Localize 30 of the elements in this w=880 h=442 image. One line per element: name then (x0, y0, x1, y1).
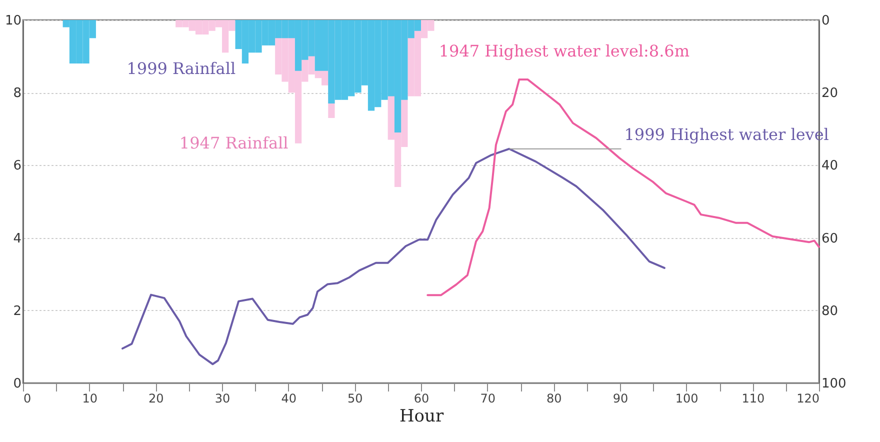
y2-tick-label: 60 (822, 231, 838, 246)
y2-tick-label: 40 (822, 158, 838, 174)
x-tick-label: 120 (796, 392, 820, 406)
y2-tick-label: 0 (822, 14, 830, 28)
y2-tick-label: 100 (822, 376, 846, 392)
y-tick-label: 8 (13, 86, 22, 102)
x-axis-title: Hour (399, 406, 444, 426)
x-tick-label: 60 (414, 392, 430, 406)
x-tick-label: 30 (214, 392, 230, 406)
y-tick-label: 6 (13, 158, 22, 174)
x-tick-label: 0 (24, 392, 32, 406)
x-tick-label: 10 (82, 392, 98, 406)
y-tick-label: 10 (4, 14, 22, 28)
series-label: 1947 Rainfall (179, 133, 288, 152)
series-label: 1999 Rainfall (126, 59, 236, 78)
x-tick-label: 110 (742, 392, 765, 406)
line-series (122, 148, 666, 366)
y-tick-label: 4 (13, 231, 22, 246)
x-tick-label: 100 (675, 392, 698, 406)
y-tick-label: 2 (13, 304, 22, 319)
y2-tick-label: 80 (822, 304, 838, 319)
x-tick-label: 80 (546, 392, 562, 406)
x-tick-label: 40 (281, 392, 296, 406)
y2-tick-label: 20 (822, 86, 838, 102)
x-tick-label: 90 (612, 392, 628, 406)
x-tick-label: 50 (348, 392, 363, 406)
annotation: 1947 Highest water level:8.6m (438, 42, 690, 61)
x-tick-label: 20 (148, 392, 164, 406)
y-tick-label: 0 (13, 376, 22, 392)
x-tick-label: 70 (480, 392, 496, 406)
